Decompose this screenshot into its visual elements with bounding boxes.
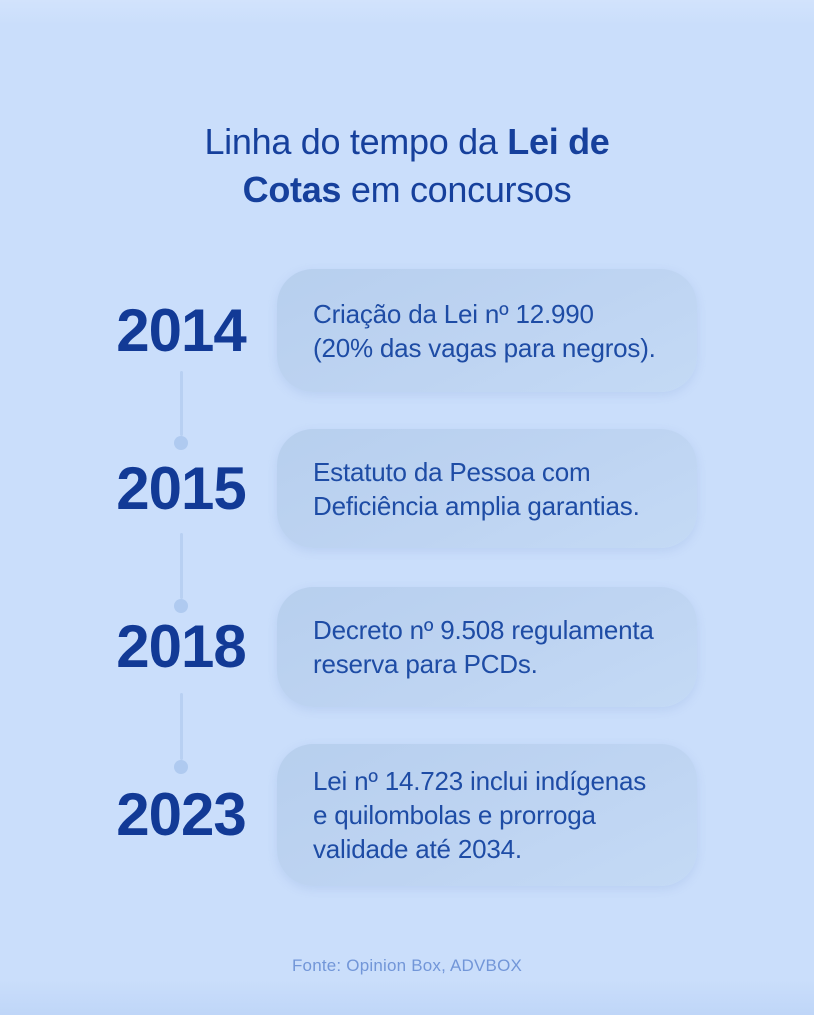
- timeline-row-2018: 2018 Decreto nº 9.508 regulamenta reserv…: [0, 587, 814, 707]
- timeline-card-text: Lei nº 14.723 inclui indígenas e quilomb…: [313, 766, 647, 864]
- connector-line: [179, 533, 183, 599]
- timeline-connector-1: [174, 371, 188, 450]
- connector-line: [179, 371, 183, 436]
- connector-dot: [174, 599, 188, 613]
- timeline-card-2023: Lei nº 14.723 inclui indígenas e quilomb…: [277, 744, 697, 886]
- timeline-year-2023: 2023: [116, 781, 246, 848]
- title-text-regular-end: em concursos: [341, 169, 572, 210]
- timeline-row-2015: 2015 Estatuto da Pessoa com Deficiência …: [0, 429, 814, 548]
- timeline-connector-2: [174, 533, 188, 613]
- timeline-connector-3: [174, 693, 188, 774]
- timeline-card-2015: Estatuto da Pessoa com Deficiência ampli…: [277, 429, 697, 548]
- timeline-card-text: Estatuto da Pessoa com Deficiência ampli…: [313, 456, 640, 521]
- connector-line: [179, 693, 183, 760]
- timeline-card-2018: Decreto nº 9.508 regulamenta reserva par…: [277, 587, 697, 707]
- timeline-year-2018: 2018: [116, 613, 246, 680]
- timeline-row-2014: 2014 Criação da Lei nº 12.990 (20% das v…: [0, 269, 814, 392]
- timeline-card-text: Decreto nº 9.508 regulamenta reserva par…: [313, 615, 654, 679]
- title-text-bold: Lei de Cotas: [242, 121, 610, 210]
- source-credit: Fonte: Opinion Box, ADVBOX: [291, 956, 523, 975]
- title-text-regular-start: Linha do tempo da: [204, 121, 508, 162]
- connector-dot: [174, 760, 188, 774]
- timeline-row-2023: 2023 Lei nº 14.723 inclui indígenas e qu…: [0, 744, 814, 886]
- timeline-card-text: Criação da Lei nº 12.990 (20% das vagas …: [313, 298, 656, 363]
- timeline-year-2015: 2015: [116, 454, 246, 522]
- page-title: Linha do tempo da Lei de Cotas em concur…: [167, 118, 647, 214]
- timeline-card-2014: Criação da Lei nº 12.990 (20% das vagas …: [277, 269, 697, 392]
- timeline-year-2014: 2014: [116, 296, 246, 364]
- connector-dot: [174, 436, 188, 450]
